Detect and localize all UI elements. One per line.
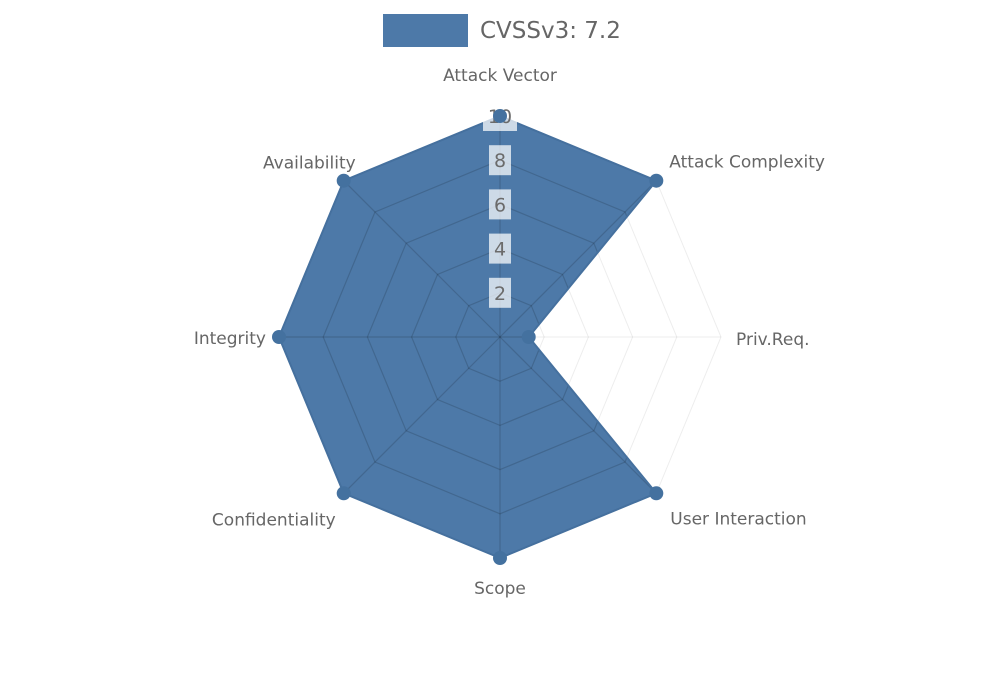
grid-spoke	[499, 336, 657, 494]
axis-label-availability: Availability	[263, 154, 356, 174]
legend-swatch	[383, 14, 468, 47]
vertex-dot	[521, 330, 536, 344]
axis-label-scope: Scope	[474, 579, 526, 599]
legend-label: CVSSv3: 7.2	[480, 17, 621, 44]
radar-polygon	[279, 116, 657, 558]
tick-backdrop	[489, 145, 511, 176]
grid-spoke	[343, 336, 501, 494]
grid-ring	[455, 292, 545, 382]
tick-label: 4	[494, 239, 506, 261]
axis-label-confidentiality: Confidentiality	[212, 510, 336, 530]
axis-label-attack-complexity: Attack Complexity	[669, 153, 825, 173]
tick-backdrop	[489, 189, 511, 220]
vertex-dot	[649, 486, 664, 501]
vertex-dot	[336, 486, 351, 501]
axis-label-priv-req: Priv.Req.	[736, 330, 810, 350]
tick-label: 8	[494, 150, 506, 172]
axis-label-integrity: Integrity	[194, 329, 266, 349]
vertex-dot	[336, 173, 351, 188]
vertex-dot	[649, 173, 664, 188]
tick-label: 6	[494, 194, 506, 216]
vertex-dot	[493, 109, 507, 123]
legend-item: CVSSv3: 7.2	[383, 14, 621, 47]
vertex-dot	[272, 330, 286, 344]
tick-backdrop	[489, 277, 511, 308]
axis-label-user-interaction: User Interaction	[670, 509, 806, 529]
vertex-dot	[493, 551, 507, 565]
grid-spoke	[499, 180, 657, 338]
tick-label: 2	[494, 283, 506, 305]
grid-spoke	[343, 180, 501, 338]
axis-label-attack-vector: Attack Vector	[443, 66, 557, 86]
tick-backdrop	[489, 233, 511, 264]
